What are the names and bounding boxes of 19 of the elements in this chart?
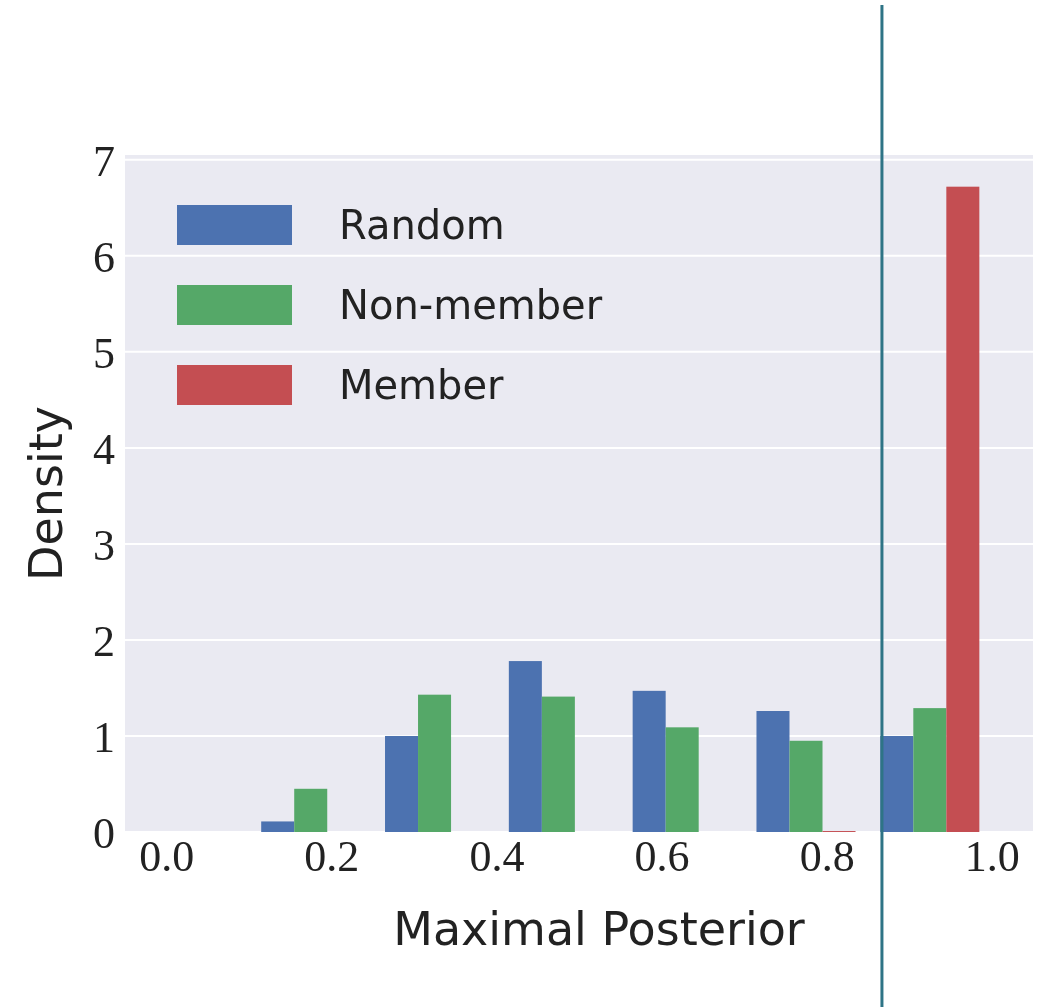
- y-tick-label: 2: [93, 616, 115, 666]
- x-tick-label: 0.6: [634, 832, 690, 882]
- legend-label: Member: [339, 362, 505, 408]
- x-tick-label: 0.0: [139, 832, 195, 882]
- y-axis-title: Density: [19, 406, 73, 581]
- x-tick-label: 0.8: [799, 832, 855, 882]
- legend-label: Random: [339, 202, 505, 248]
- y-tick-label: 1: [93, 712, 115, 762]
- y-tick-label: 6: [93, 232, 115, 282]
- y-tick-label: 3: [93, 520, 115, 570]
- x-tick-label: 0.4: [469, 832, 525, 882]
- x-tick-label: 1.0: [964, 832, 1020, 882]
- y-tick-label: 4: [93, 424, 115, 474]
- x-axis-title: Maximal Posterior: [393, 902, 805, 956]
- y-tick-label: 7: [93, 136, 115, 186]
- legend-label: Non-member: [339, 282, 603, 328]
- y-tick-label: 0: [93, 808, 115, 858]
- y-tick-label: 5: [93, 328, 115, 378]
- x-tick-label: 0.2: [304, 832, 360, 882]
